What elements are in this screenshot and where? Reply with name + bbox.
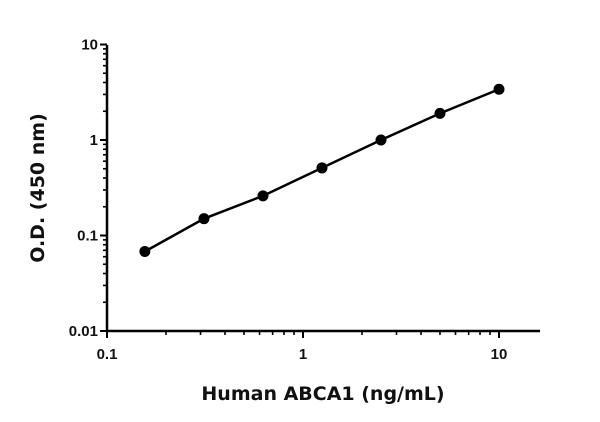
data-point	[493, 83, 505, 95]
data-point	[434, 107, 446, 119]
data-point	[375, 134, 387, 146]
axes: 0.01 0.1 1 10 0.1 1 10	[69, 37, 540, 363]
data-series	[139, 83, 505, 257]
data-point	[257, 190, 269, 202]
data-point	[198, 213, 210, 225]
data-point	[316, 162, 328, 174]
data-point	[139, 245, 151, 257]
y-tick-label: 1	[90, 132, 98, 149]
x-axis-title: Human ABCA1 (ng/mL)	[201, 383, 444, 405]
y-tick-label: 0.1	[77, 228, 98, 245]
x-tick-label: 10	[491, 346, 508, 363]
y-tick-label: 0.01	[69, 323, 98, 340]
y-tick-label: 10	[81, 37, 98, 54]
y-axis-title: O.D. (450 nm)	[27, 113, 49, 263]
x-tick-label: 0.1	[97, 346, 118, 363]
x-tick-label: 1	[299, 346, 307, 363]
